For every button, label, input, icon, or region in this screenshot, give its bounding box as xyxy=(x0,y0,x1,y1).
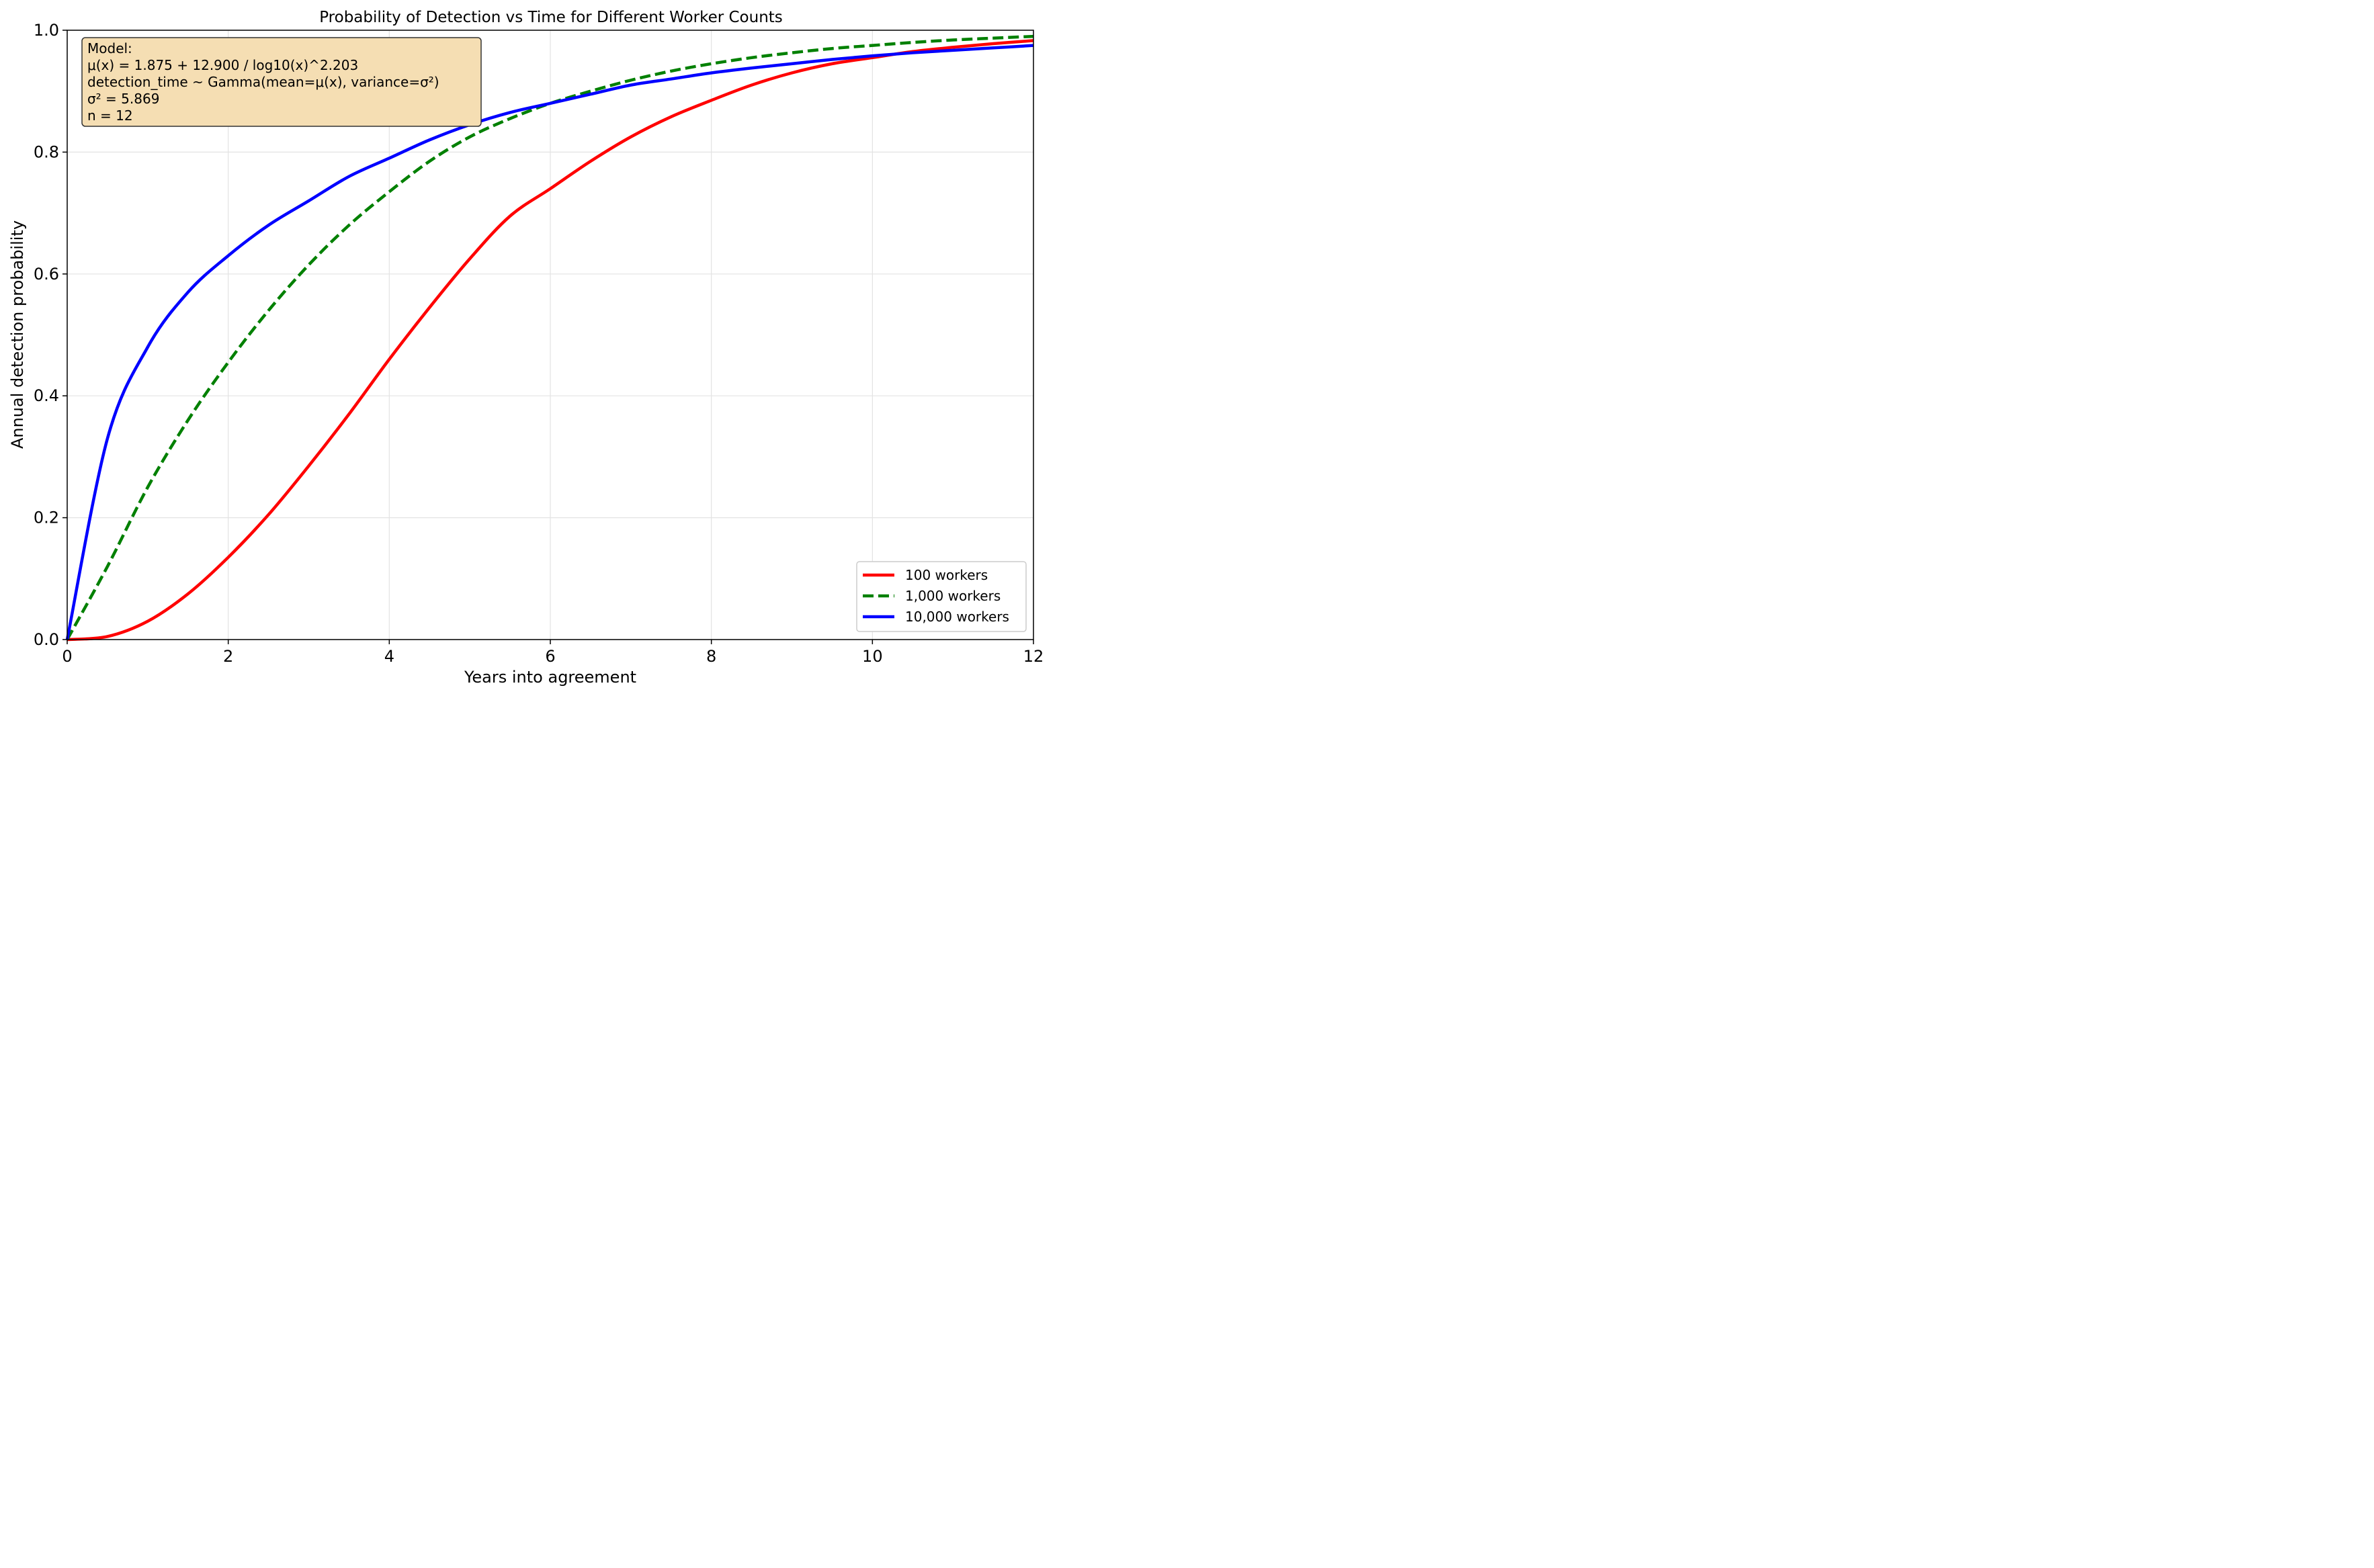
series-line-1-000-workers xyxy=(66,34,1034,641)
ticks: 0 2 4 6 8 10 12 0.0 0.2 0.4 0.6 0.8 1.0 xyxy=(34,21,1044,666)
y-tick-label: 1.0 xyxy=(34,21,59,40)
y-tick-label: 0.2 xyxy=(34,509,59,527)
annotation-line: Model: xyxy=(87,40,132,56)
legend: 100 workers 1,000 workers 10,000 workers xyxy=(856,561,1027,632)
series-line-100-workers xyxy=(67,39,1034,642)
annotation-box: Model: μ(x) = 1.875 + 12.900 / log10(x)^… xyxy=(81,37,482,127)
legend-label-100-workers: 100 workers xyxy=(905,567,988,583)
y-tick-label: 0.8 xyxy=(34,142,59,161)
x-tick-label: 2 xyxy=(223,647,233,666)
annotation-line: σ² = 5.869 xyxy=(87,91,159,107)
annotation-line: detection_time ~ Gamma(mean=μ(x), varian… xyxy=(87,74,439,90)
x-tick-label: 12 xyxy=(1023,647,1044,666)
x-tick-label: 10 xyxy=(862,647,883,666)
chart: 0 2 4 6 8 10 12 0.0 0.2 0.4 0.6 0.8 1.0 Probability … xyxy=(0,0,1048,692)
x-axis-label: Years into agreement xyxy=(464,668,636,687)
legend-frame xyxy=(856,561,1027,632)
x-tick-label: 6 xyxy=(545,647,555,666)
series-layer xyxy=(65,34,1034,642)
legend-label-10000-workers: 10,000 workers xyxy=(905,609,1009,625)
y-tick-label: 0.4 xyxy=(34,386,59,405)
series-line-10-000-workers xyxy=(65,44,1034,640)
annotation-background xyxy=(81,37,482,127)
annotation-line: n = 12 xyxy=(87,107,133,124)
y-tick-label: 0.0 xyxy=(34,630,59,649)
annotation-line: μ(x) = 1.875 + 12.900 / log10(x)^2.203 xyxy=(87,57,358,73)
x-tick-label: 0 xyxy=(62,647,72,666)
x-tick-label: 8 xyxy=(706,647,716,666)
y-axis-label: Annual detection probability xyxy=(8,220,27,449)
chart-title: Probability of Detection vs Time for Dif… xyxy=(319,9,783,26)
legend-label-1000-workers: 1,000 workers xyxy=(905,588,1001,604)
x-tick-label: 4 xyxy=(384,647,394,666)
y-tick-label: 0.6 xyxy=(34,265,59,284)
